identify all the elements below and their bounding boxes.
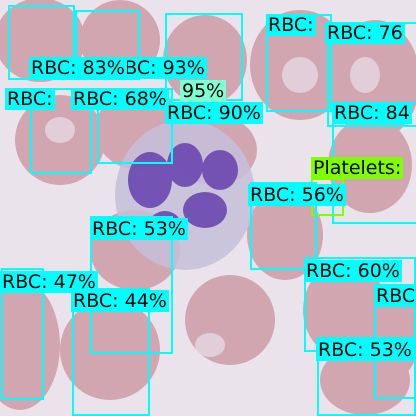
detection-label: RBC: — [266, 14, 316, 36]
detection-label: RBC: 83% — [29, 57, 127, 79]
detection-label: RBC: — [5, 88, 55, 110]
detection-label: RBC: 84 — [332, 102, 412, 124]
detection-label: Platelets: — [311, 157, 404, 179]
detection-box-rbc — [250, 182, 317, 270]
detection-label: RBC: 93% — [109, 57, 207, 79]
detection-label: RBC: 44% — [71, 290, 169, 312]
detection-label: RBC: 56% — [248, 184, 346, 206]
detection-box-rbc — [1, 268, 44, 400]
detection-label: RBC — [374, 285, 416, 307]
detection-label: RBC: 47% — [0, 271, 98, 293]
detection-label: RBC: 90% — [165, 102, 263, 124]
detection-box-rbc — [8, 5, 75, 80]
detection-label: RBC: 68% — [71, 88, 169, 110]
detection-label: RBC: 53% — [90, 218, 188, 240]
detection-box-rbc — [317, 337, 416, 416]
detection-box-rbc — [72, 288, 150, 416]
detection-label: RBC: 60% — [304, 260, 402, 282]
detection-label: 95% — [180, 80, 227, 102]
detection-box-rbc — [75, 10, 140, 80]
detection-box-rbc — [30, 88, 92, 174]
detection-label: RBC: 53% — [316, 339, 414, 361]
detection-label: RBC: 76 — [325, 22, 405, 44]
